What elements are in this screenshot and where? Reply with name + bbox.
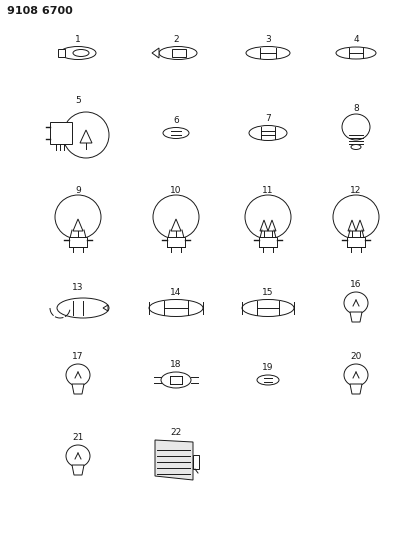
Polygon shape (72, 465, 84, 475)
Text: 15: 15 (262, 288, 274, 297)
Text: 3: 3 (265, 35, 271, 44)
Ellipse shape (63, 112, 109, 158)
Text: 5: 5 (75, 96, 81, 105)
Polygon shape (350, 312, 362, 322)
Ellipse shape (249, 125, 287, 141)
Text: 7: 7 (265, 114, 271, 123)
Text: 4: 4 (353, 35, 359, 44)
Text: 12: 12 (350, 186, 362, 195)
Bar (58, 49, 65, 57)
Ellipse shape (153, 195, 199, 239)
Ellipse shape (246, 46, 290, 60)
Text: 13: 13 (72, 283, 84, 292)
Ellipse shape (159, 46, 197, 60)
Polygon shape (350, 384, 362, 394)
Bar (172, 49, 186, 57)
Ellipse shape (344, 292, 368, 314)
Text: 21: 21 (72, 433, 84, 442)
Bar (167, 237, 185, 247)
Bar (69, 237, 87, 247)
Ellipse shape (351, 144, 361, 149)
Polygon shape (155, 440, 193, 480)
Ellipse shape (66, 364, 90, 386)
Bar (50, 122, 72, 144)
Text: 17: 17 (72, 352, 84, 361)
Text: 14: 14 (170, 288, 182, 297)
Ellipse shape (149, 300, 203, 317)
Text: 2: 2 (173, 35, 179, 44)
Bar (259, 237, 277, 247)
Polygon shape (72, 384, 84, 394)
Ellipse shape (245, 195, 291, 239)
Polygon shape (103, 305, 108, 311)
Ellipse shape (55, 195, 101, 239)
Text: 8: 8 (353, 104, 359, 113)
Polygon shape (152, 48, 159, 58)
Text: 6: 6 (173, 116, 179, 125)
Ellipse shape (336, 47, 376, 59)
Text: 20: 20 (350, 352, 362, 361)
Ellipse shape (242, 300, 294, 317)
Text: 19: 19 (262, 363, 274, 372)
Ellipse shape (163, 127, 189, 139)
Ellipse shape (344, 364, 368, 386)
Text: 10: 10 (170, 186, 182, 195)
Text: 11: 11 (262, 186, 274, 195)
Ellipse shape (161, 372, 191, 388)
Ellipse shape (257, 375, 279, 385)
Text: 16: 16 (350, 280, 362, 289)
Ellipse shape (333, 195, 379, 239)
Text: 1: 1 (75, 35, 81, 44)
Ellipse shape (342, 114, 370, 140)
Bar (193, 455, 199, 469)
Ellipse shape (57, 298, 109, 318)
Ellipse shape (66, 445, 90, 467)
Text: 9108 6700: 9108 6700 (7, 6, 73, 16)
Bar (347, 237, 365, 247)
Ellipse shape (60, 46, 96, 60)
Text: 9: 9 (75, 186, 81, 195)
Text: 22: 22 (171, 428, 182, 437)
Text: 18: 18 (170, 360, 182, 369)
